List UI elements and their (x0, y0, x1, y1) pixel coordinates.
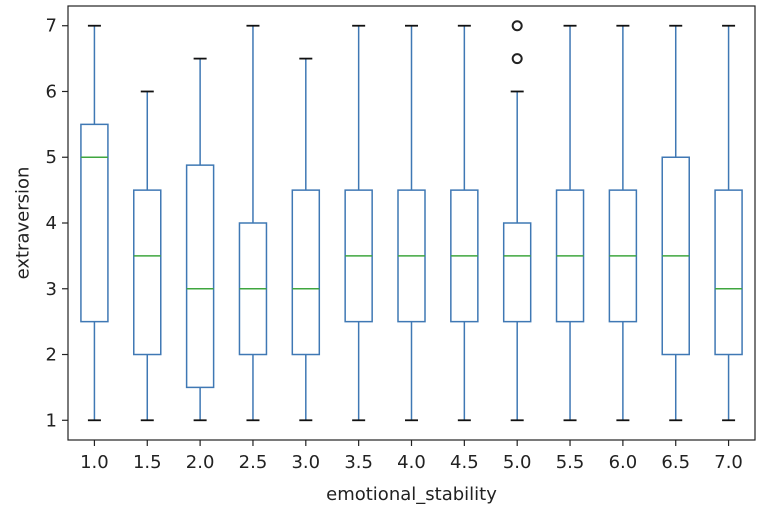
x-tick-label: 3.5 (344, 452, 373, 473)
iqr-box (133, 189, 162, 356)
box-1.5 (133, 90, 162, 422)
box-6.0 (608, 24, 638, 422)
x-tick-label: 2.5 (239, 452, 268, 473)
iqr-box (80, 123, 109, 323)
box-3.0 (291, 57, 321, 422)
box-3.5 (344, 24, 373, 422)
y-tick-label: 4 (46, 213, 57, 234)
y-tick-label: 2 (46, 345, 57, 366)
outlier-point (511, 53, 523, 65)
box-7.0 (714, 24, 743, 422)
box-2.0 (185, 57, 215, 422)
y-tick-label: 5 (46, 147, 57, 168)
x-tick-label: 6.0 (609, 452, 638, 473)
iqr-box (714, 189, 743, 356)
iqr-box (502, 222, 532, 323)
y-tick-label: 3 (46, 279, 57, 300)
y-tick-label: 6 (46, 81, 57, 102)
box-4.5 (450, 24, 479, 422)
x-axis: 1.0 1.5 2.0 2.5 3.0 3.5 4.0 4.5 5.0 5.5 6.0 6.5 7.0 (80, 440, 743, 473)
x-tick-label: 6.5 (661, 452, 690, 473)
iqr-box (185, 164, 215, 389)
y-axis-label: extraversion (12, 167, 33, 280)
x-tick-label: 1.0 (80, 452, 109, 473)
x-tick-label: 3.0 (291, 452, 320, 473)
iqr-box (291, 189, 321, 356)
y-tick-label: 1 (46, 410, 57, 431)
box-4.0 (397, 24, 426, 422)
plot-area (80, 20, 743, 422)
x-tick-label: 5.5 (556, 452, 585, 473)
x-tick-label: 4.0 (397, 452, 426, 473)
outlier-point (511, 20, 523, 32)
y-axis: 1 2 3 4 5 6 7 (46, 16, 68, 431)
box-1.0 (80, 24, 109, 422)
x-tick-label: 2.0 (186, 452, 215, 473)
y-tick-label: 7 (46, 16, 57, 37)
x-tick-label: 1.5 (133, 452, 162, 473)
box-5.5 (555, 24, 585, 422)
x-axis-label: emotional_stability (326, 484, 497, 505)
box-2.5 (238, 24, 268, 422)
x-tick-label: 7.0 (714, 452, 743, 473)
x-tick-label: 4.5 (450, 452, 479, 473)
x-tick-label: 5.0 (503, 452, 532, 473)
box-5.0 (502, 20, 532, 422)
box-6.5 (661, 24, 690, 422)
